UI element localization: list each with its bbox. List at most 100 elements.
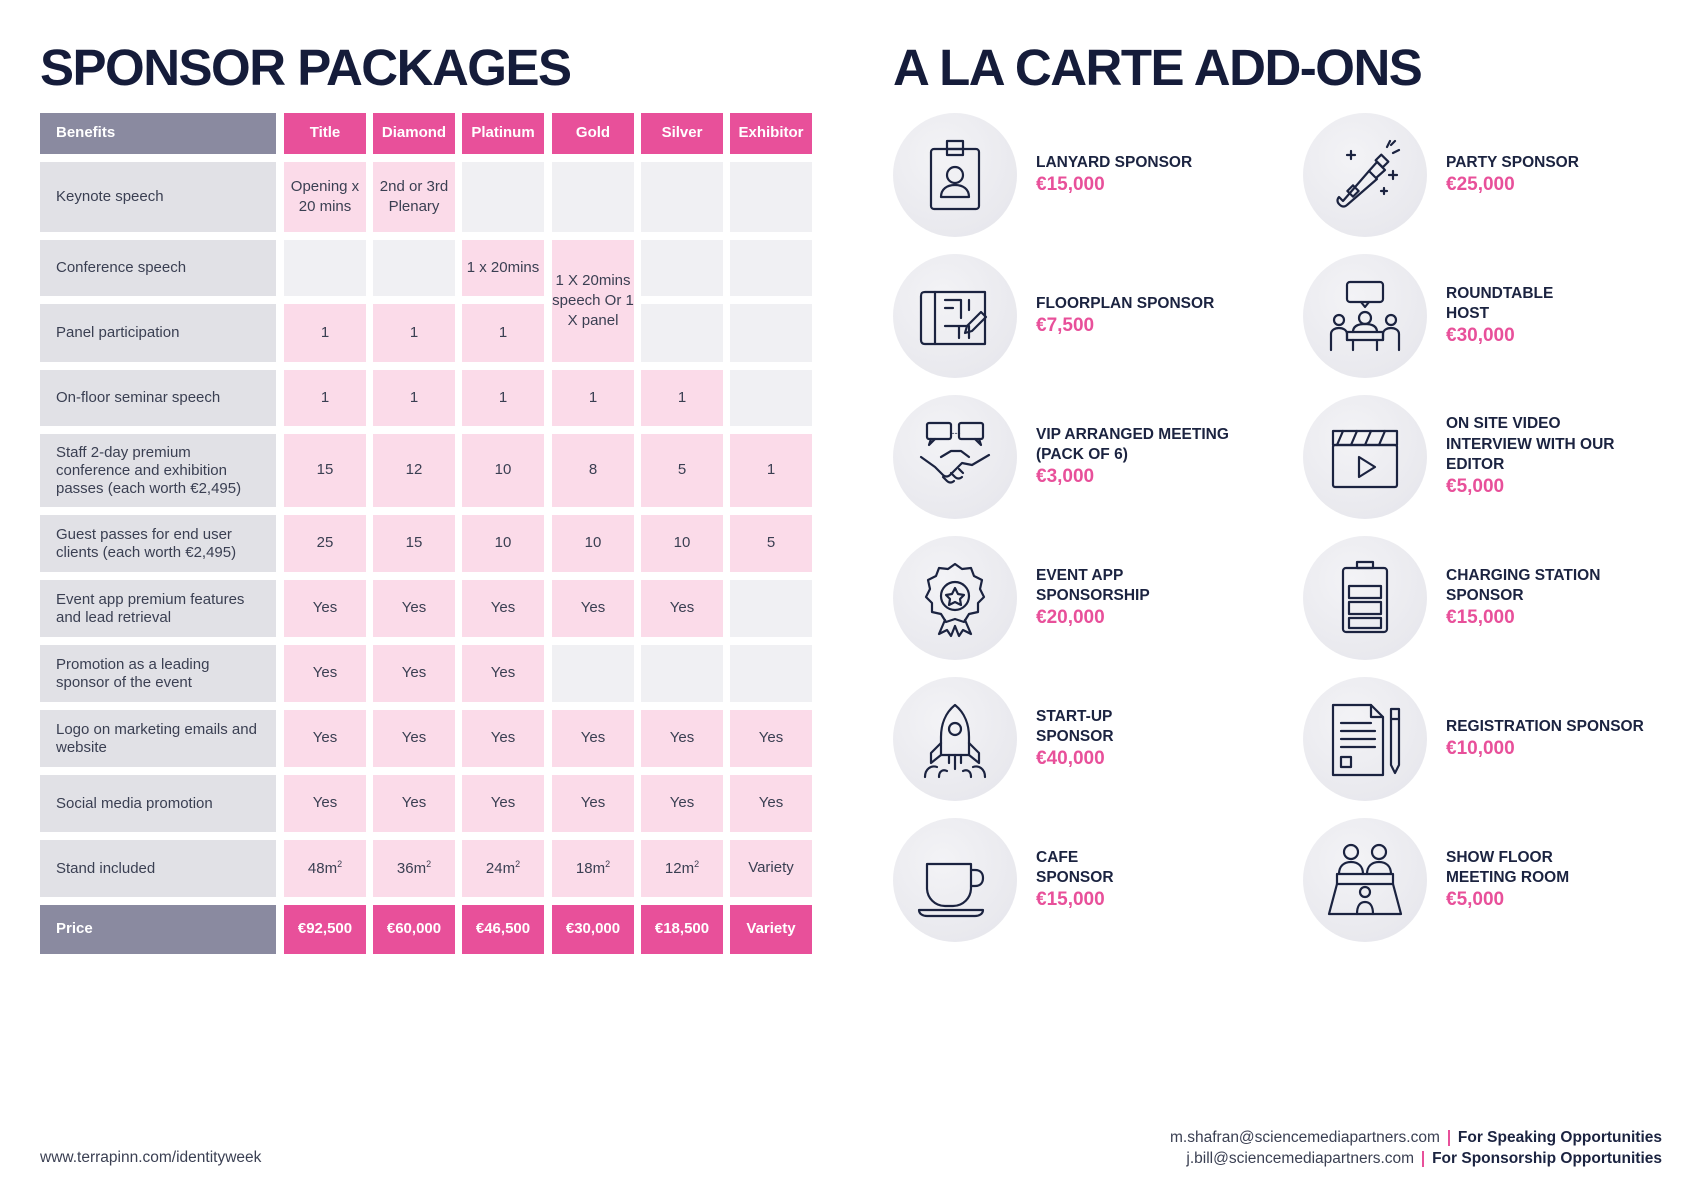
stand-size: 18m2 <box>575 858 611 877</box>
benefit-cell <box>641 240 723 296</box>
benefit-cell: 15 <box>373 515 455 572</box>
benefit-cell: 10 <box>462 434 544 507</box>
benefit-cell: 1 x 20mins <box>462 240 544 296</box>
addon-name: CAFE SPONSOR <box>1036 848 1114 886</box>
benefit-cell: 1 <box>373 370 455 426</box>
addon-name: EVENT APP SPONSORSHIP <box>1036 566 1150 604</box>
benefit-cell: 1 <box>373 304 455 362</box>
contact-purpose: For Sponsorship Opportunities <box>1432 1150 1662 1167</box>
benefit-cell <box>462 162 544 232</box>
tier-header-exhibitor: Exhibitor <box>730 113 812 154</box>
benefit-cell <box>730 304 812 362</box>
addon-name: LANYARD SPONSOR <box>1036 153 1193 171</box>
footer-website-link[interactable]: www.terrapinn.com/identityweek <box>40 1149 262 1166</box>
benefit-cell: 5 <box>641 434 723 507</box>
addon-price: €5,000 <box>1446 888 1505 910</box>
benefit-cell: 1 <box>284 370 366 426</box>
benefit-label: Logo on marketing emails and website <box>40 710 276 767</box>
stand-size: 24m2 <box>485 858 521 877</box>
divider <box>1447 1130 1450 1146</box>
contact-email[interactable]: j.bill@sciencemediapartners.com <box>1186 1150 1415 1167</box>
addons-title: A LA CARTE ADD-ONS <box>893 39 1423 96</box>
benefit-cell <box>284 240 366 296</box>
benefit-label: Social media promotion <box>40 775 276 832</box>
benefit-cell <box>730 370 812 426</box>
benefit-cell: 12 <box>373 434 455 507</box>
addon-price: €15,000 <box>1036 173 1105 195</box>
contact-purpose: For Speaking Opportunities <box>1457 1129 1662 1146</box>
meeting-room-icon <box>1303 818 1427 942</box>
benefit-label: Event app premium features and lead retr… <box>40 580 276 637</box>
addon-text: CAFE SPONSOR €15,000 <box>1036 818 1266 942</box>
floorplan-blueprint-icon <box>893 254 1017 378</box>
benefit-cell: Yes <box>462 775 544 832</box>
benefit-cell: Yes <box>462 580 544 637</box>
benefit-cell: 1 <box>462 370 544 426</box>
benefits-header: Benefits <box>40 113 276 154</box>
addon-text: ON SITE VIDEO INTERVIEW WITH OUR EDITOR €… <box>1446 395 1676 519</box>
benefit-cell: 1 <box>641 370 723 426</box>
addon-name: ON SITE VIDEO INTERVIEW WITH OUR EDITOR <box>1446 415 1615 473</box>
addon-text: START-UP SPONSOR €40,000 <box>1036 677 1266 801</box>
addon-name: REGISTRATION SPONSOR <box>1446 717 1644 735</box>
benefit-cell: Opening x 20 mins <box>284 162 366 232</box>
addon-text: REGISTRATION SPONSOR €10,000 <box>1446 677 1676 801</box>
benefit-cell <box>641 304 723 362</box>
benefit-cell: Yes <box>641 775 723 832</box>
benefit-cell: 1 <box>284 304 366 362</box>
benefit-label: Promotion as a leading sponsor of the ev… <box>40 645 276 702</box>
benefit-cell: Yes <box>462 645 544 702</box>
addon-price: €10,000 <box>1446 737 1515 759</box>
benefit-cell: Variety <box>730 840 812 897</box>
addon-item: i--- VIP ARRANGED MEETING (PACK OF 6) €3,0… <box>893 395 1253 519</box>
addon-item: CAFE SPONSOR €15,000 <box>893 818 1253 942</box>
addon-price: €15,000 <box>1036 888 1105 910</box>
addon-text: LANYARD SPONSOR €15,000 <box>1036 113 1266 237</box>
benefit-cell <box>730 240 812 296</box>
benefit-cell: Yes <box>641 710 723 767</box>
addon-price: €5,000 <box>1446 475 1505 497</box>
benefit-cell: Yes <box>462 710 544 767</box>
benefit-cell: Yes <box>284 645 366 702</box>
stand-size: 48m2 <box>307 858 343 877</box>
addon-name: PARTY SPONSOR <box>1446 153 1579 171</box>
benefit-cell <box>552 162 634 232</box>
addon-item: ON SITE VIDEO INTERVIEW WITH OUR EDITOR €… <box>1303 395 1663 519</box>
tier-header-platinum: Platinum <box>462 113 544 154</box>
price-cell-diamond: €60,000 <box>373 905 455 954</box>
benefit-cell: 36m2 <box>373 840 455 897</box>
addon-name: CHARGING STATION SPONSOR <box>1446 566 1601 604</box>
addon-name: VIP ARRANGED MEETING (PACK OF 6) <box>1036 425 1229 463</box>
addon-text: SHOW FLOOR MEETING ROOM €5,000 <box>1446 818 1676 942</box>
benefit-cell: 10 <box>462 515 544 572</box>
stand-size: 36m2 <box>396 858 432 877</box>
benefit-label: On-floor seminar speech <box>40 370 276 426</box>
sponsor-packages-table: Benefits Title Diamond Platinum Gold Silver Ex… <box>40 113 813 955</box>
benefit-cell: Yes <box>730 775 812 832</box>
video-clapper-icon <box>1303 395 1427 519</box>
addon-price: €30,000 <box>1446 324 1515 346</box>
benefit-label: Staff 2-day premium conference and exhib… <box>40 434 276 507</box>
roundtable-meeting-icon <box>1303 254 1427 378</box>
benefit-cell: 1 <box>462 304 544 362</box>
benefit-cell: 8 <box>552 434 634 507</box>
addon-item: EVENT APP SPONSORSHIP €20,000 <box>893 536 1253 660</box>
benefit-label: Panel participation <box>40 304 276 362</box>
addon-item: SHOW FLOOR MEETING ROOM €5,000 <box>1303 818 1663 942</box>
document-pen-icon <box>1303 677 1427 801</box>
addon-name: FLOORPLAN SPONSOR <box>1036 294 1215 312</box>
addon-price: €20,000 <box>1036 606 1105 628</box>
addon-price: €7,500 <box>1036 314 1095 336</box>
svg-text:i---: i--- <box>950 428 961 438</box>
benefit-cell <box>641 645 723 702</box>
addon-item: ROUNDTABLE HOST €30,000 <box>1303 254 1663 378</box>
price-cell-gold: €30,000 <box>552 905 634 954</box>
coffee-cup-icon <box>893 818 1017 942</box>
benefit-cell: Yes <box>284 580 366 637</box>
benefit-label: Conference speech <box>40 240 276 296</box>
addon-text: PARTY SPONSOR €25,000 <box>1446 113 1676 237</box>
addon-text: EVENT APP SPONSORSHIP €20,000 <box>1036 536 1266 660</box>
contact-email[interactable]: m.shafran@sciencemediapartners.com <box>1170 1129 1440 1146</box>
price-cell-silver: €18,500 <box>641 905 723 954</box>
addon-item: CHARGING STATION SPONSOR €15,000 <box>1303 536 1663 660</box>
